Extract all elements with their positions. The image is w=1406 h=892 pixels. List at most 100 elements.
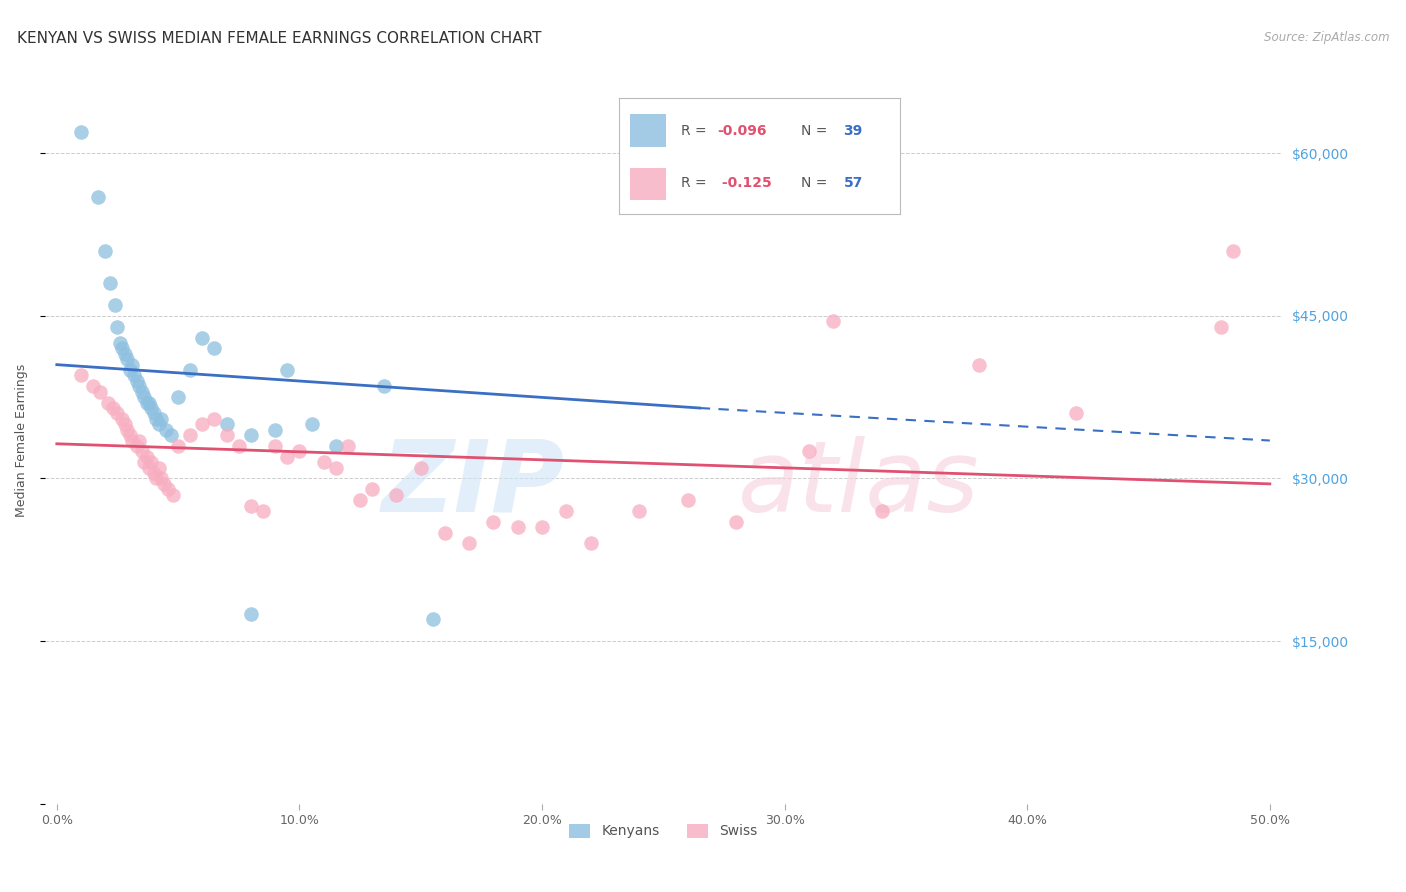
Point <box>141 455 163 469</box>
Point <box>482 515 505 529</box>
Point <box>191 330 214 344</box>
Point <box>152 476 174 491</box>
Legend: Kenyans, Swiss: Kenyans, Swiss <box>564 818 763 844</box>
Point <box>252 504 274 518</box>
Point <box>179 428 201 442</box>
Point <box>301 417 323 432</box>
Point <box>157 483 180 497</box>
Point <box>239 499 262 513</box>
Point <box>131 384 153 399</box>
Text: R =: R = <box>681 176 710 190</box>
Point <box>506 520 529 534</box>
Bar <box>630 114 666 147</box>
Point <box>433 525 456 540</box>
Point <box>125 374 148 388</box>
Point <box>579 536 602 550</box>
Point <box>124 368 146 383</box>
Point <box>142 466 165 480</box>
Point <box>115 352 138 367</box>
Text: Source: ZipAtlas.com: Source: ZipAtlas.com <box>1264 31 1389 45</box>
Point <box>204 342 226 356</box>
Point <box>167 390 190 404</box>
Point <box>125 439 148 453</box>
Point <box>349 493 371 508</box>
Point <box>89 384 111 399</box>
Point <box>167 439 190 453</box>
Point <box>128 434 150 448</box>
Bar <box>630 168 666 200</box>
Point <box>264 423 287 437</box>
Point <box>142 406 165 420</box>
Point <box>111 342 134 356</box>
Point <box>134 455 156 469</box>
Point <box>458 536 481 550</box>
Point <box>531 520 554 534</box>
Point <box>131 444 153 458</box>
Point <box>118 363 141 377</box>
Point <box>118 428 141 442</box>
Point <box>628 504 651 518</box>
Point <box>239 607 262 621</box>
Point <box>115 423 138 437</box>
Point <box>104 298 127 312</box>
Point <box>134 390 156 404</box>
Text: ZIP: ZIP <box>381 435 564 533</box>
Point <box>87 189 110 203</box>
Y-axis label: Median Female Earnings: Median Female Earnings <box>15 364 28 517</box>
Point <box>108 336 131 351</box>
Point <box>148 460 170 475</box>
Point <box>797 444 820 458</box>
Point <box>135 450 157 464</box>
Point <box>111 412 134 426</box>
Point <box>325 439 347 453</box>
Text: -0.096: -0.096 <box>717 124 766 137</box>
Point <box>148 417 170 432</box>
Point <box>159 428 181 442</box>
Point <box>823 314 845 328</box>
Point <box>179 363 201 377</box>
Text: -0.125: -0.125 <box>717 176 772 190</box>
Point <box>150 471 173 485</box>
Point <box>312 455 335 469</box>
Point <box>264 439 287 453</box>
Point <box>1211 319 1233 334</box>
Point <box>204 412 226 426</box>
Point <box>967 358 990 372</box>
Point <box>98 277 121 291</box>
Point <box>276 450 298 464</box>
Text: KENYAN VS SWISS MEDIAN FEMALE EARNINGS CORRELATION CHART: KENYAN VS SWISS MEDIAN FEMALE EARNINGS C… <box>17 31 541 46</box>
Text: atlas: atlas <box>738 435 979 533</box>
Point <box>101 401 124 415</box>
Point <box>422 612 444 626</box>
Point <box>555 504 578 518</box>
Point <box>121 358 143 372</box>
Point <box>107 319 129 334</box>
Point <box>114 417 136 432</box>
Point <box>191 417 214 432</box>
Point <box>138 395 160 409</box>
Point <box>215 417 238 432</box>
Point <box>70 125 93 139</box>
Point <box>373 379 395 393</box>
Point <box>128 379 150 393</box>
Point <box>276 363 298 377</box>
Text: N =: N = <box>801 124 832 137</box>
Point <box>138 460 160 475</box>
Point <box>325 460 347 475</box>
Point <box>107 406 129 420</box>
Point <box>870 504 893 518</box>
Point <box>239 428 262 442</box>
Point <box>215 428 238 442</box>
Point <box>228 439 250 453</box>
Point <box>94 244 117 258</box>
Text: R =: R = <box>681 124 710 137</box>
Text: 57: 57 <box>844 176 863 190</box>
Point <box>385 488 408 502</box>
Point <box>70 368 93 383</box>
Point <box>725 515 748 529</box>
Point <box>288 444 311 458</box>
Point <box>121 434 143 448</box>
Point <box>150 412 173 426</box>
Point <box>409 460 432 475</box>
Point <box>162 488 184 502</box>
